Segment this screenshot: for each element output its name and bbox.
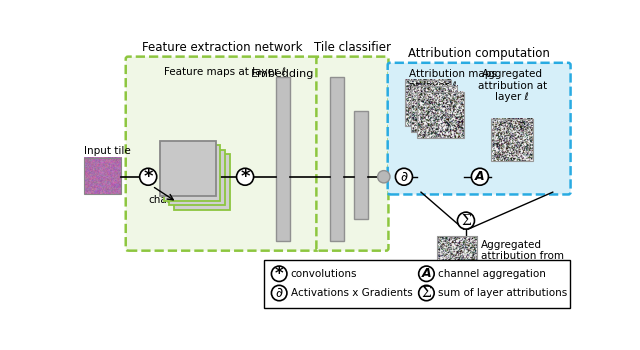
Text: Σ: Σ xyxy=(422,286,431,300)
Text: *: * xyxy=(143,168,153,186)
Text: Σ: Σ xyxy=(461,214,471,228)
Text: Aggregated
attribution from
all layers: Aggregated attribution from all layers xyxy=(481,240,564,273)
Text: channels: channels xyxy=(148,195,195,205)
Bar xyxy=(169,150,225,205)
Bar xyxy=(355,111,368,219)
Bar xyxy=(276,77,290,241)
Bar xyxy=(84,158,121,195)
Bar xyxy=(174,154,230,210)
Text: ∂: ∂ xyxy=(401,170,408,184)
Text: Feature extraction network: Feature extraction network xyxy=(142,41,303,54)
Circle shape xyxy=(237,168,253,185)
Circle shape xyxy=(271,266,287,281)
Text: Activations x Gradients: Activations x Gradients xyxy=(291,288,413,298)
Bar xyxy=(411,86,458,132)
FancyBboxPatch shape xyxy=(316,57,388,251)
Text: *: * xyxy=(241,168,250,186)
Bar xyxy=(404,80,451,126)
Bar xyxy=(164,145,220,201)
Text: channel aggregation: channel aggregation xyxy=(438,269,546,279)
FancyBboxPatch shape xyxy=(125,57,319,251)
Bar xyxy=(436,236,477,274)
FancyBboxPatch shape xyxy=(388,63,571,195)
Bar xyxy=(160,141,216,196)
Text: Attribution maps
at layer ℓ: Attribution maps at layer ℓ xyxy=(410,69,497,91)
Circle shape xyxy=(378,170,390,183)
Bar xyxy=(491,119,533,161)
Bar xyxy=(330,77,344,241)
Text: *: * xyxy=(275,265,284,283)
Circle shape xyxy=(396,168,412,185)
Circle shape xyxy=(271,285,287,301)
Bar xyxy=(417,92,463,138)
Circle shape xyxy=(140,168,157,185)
Circle shape xyxy=(419,285,434,301)
Text: Aggregated
attribution at
layer ℓ: Aggregated attribution at layer ℓ xyxy=(477,69,547,102)
Text: Tile classifier: Tile classifier xyxy=(314,41,391,54)
Text: Embedding: Embedding xyxy=(252,69,315,79)
Text: ∂: ∂ xyxy=(276,286,283,300)
Text: Input tile: Input tile xyxy=(84,146,131,156)
Circle shape xyxy=(472,168,488,185)
Text: Attribution computation: Attribution computation xyxy=(408,48,550,61)
Text: A: A xyxy=(475,170,484,183)
Text: A: A xyxy=(422,267,431,280)
Bar xyxy=(264,260,570,308)
Text: sum of layer attributions: sum of layer attributions xyxy=(438,288,567,298)
Circle shape xyxy=(419,266,434,281)
Text: convolutions: convolutions xyxy=(291,269,357,279)
Circle shape xyxy=(458,212,474,229)
Text: Feature maps at layer ℓ: Feature maps at layer ℓ xyxy=(164,66,285,77)
